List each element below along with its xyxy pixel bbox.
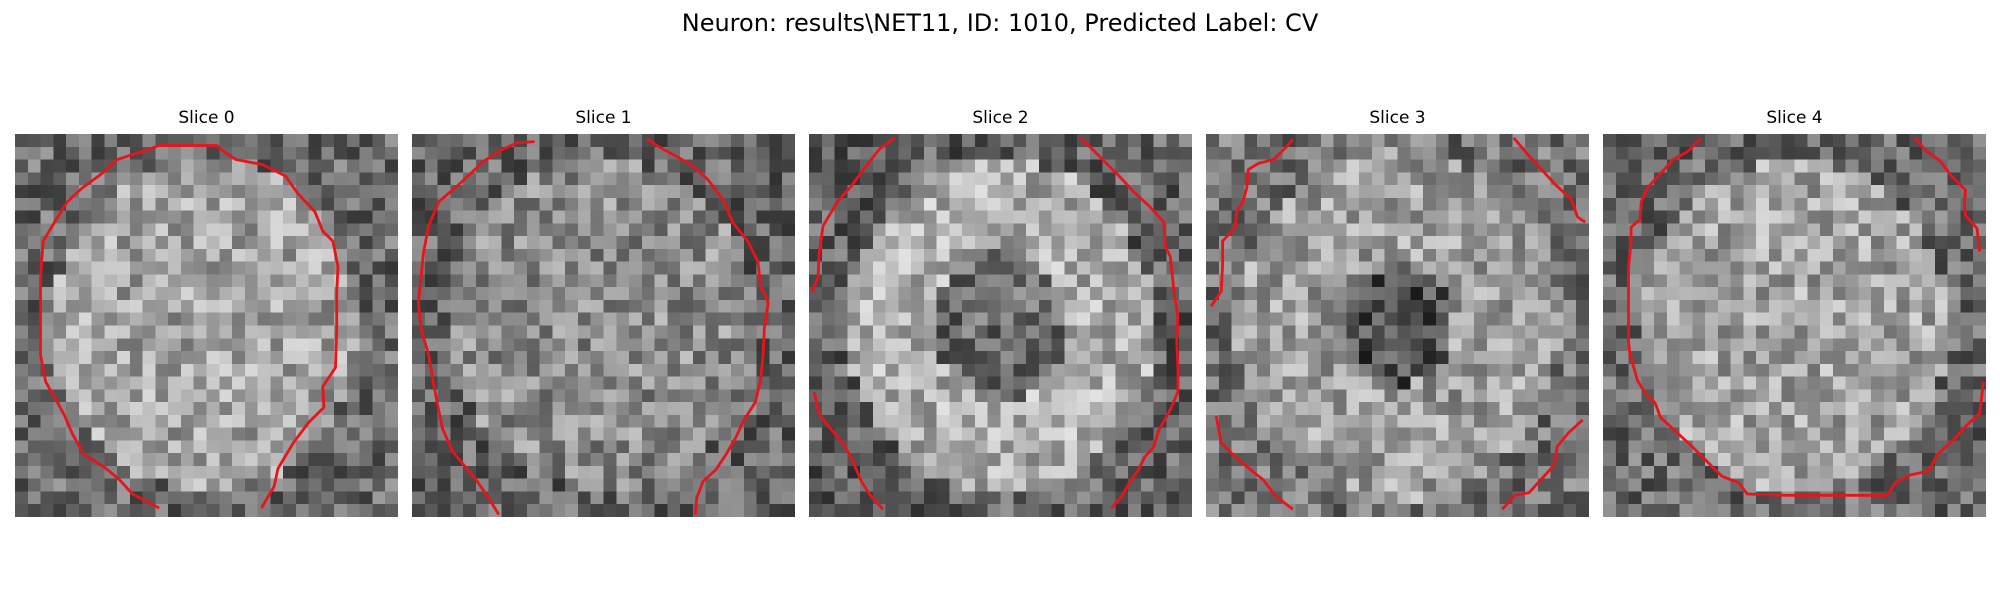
contour-line: [1501, 418, 1584, 511]
slice-title: Slice 3: [1369, 108, 1426, 128]
slice-title: Slice 0: [178, 108, 235, 128]
slice-panel-2: Slice 2: [809, 108, 1192, 517]
slice-panel-1: Slice 1: [412, 108, 795, 517]
slice-panel-0: Slice 0: [15, 108, 398, 517]
slice-title: Slice 1: [575, 108, 632, 128]
slice-panel-4: Slice 4: [1603, 108, 1986, 517]
contour-line: [812, 391, 885, 511]
slice-image: [1603, 134, 1986, 517]
contour-line: [1913, 136, 1982, 252]
slice-title: Slice 4: [1766, 108, 1823, 128]
contour-line: [810, 136, 896, 293]
contour-line: [1214, 415, 1294, 511]
contour-line: [416, 140, 535, 516]
slice-image: [1206, 134, 1589, 517]
slice-image: [809, 134, 1192, 517]
contour-line: [1209, 138, 1294, 308]
contour-line: [1512, 136, 1586, 224]
slice-title: Slice 2: [972, 108, 1029, 128]
contour-line: [39, 144, 340, 510]
slice-image: [412, 134, 795, 517]
contour-line: [1627, 136, 1985, 497]
slice-image: [15, 134, 398, 517]
figure-title: Neuron: results\NET11, ID: 1010, Predict…: [681, 9, 1319, 37]
contour-line: [1078, 136, 1180, 509]
slice-panel-3: Slice 3: [1206, 108, 1589, 517]
contour-line: [646, 137, 770, 515]
